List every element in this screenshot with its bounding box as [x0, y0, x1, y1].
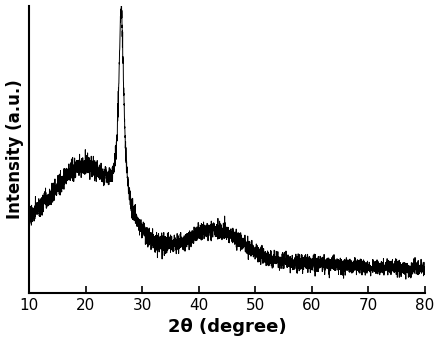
- Y-axis label: Intensity (a.u.): Intensity (a.u.): [6, 79, 24, 219]
- X-axis label: 2θ (degree): 2θ (degree): [168, 318, 286, 337]
